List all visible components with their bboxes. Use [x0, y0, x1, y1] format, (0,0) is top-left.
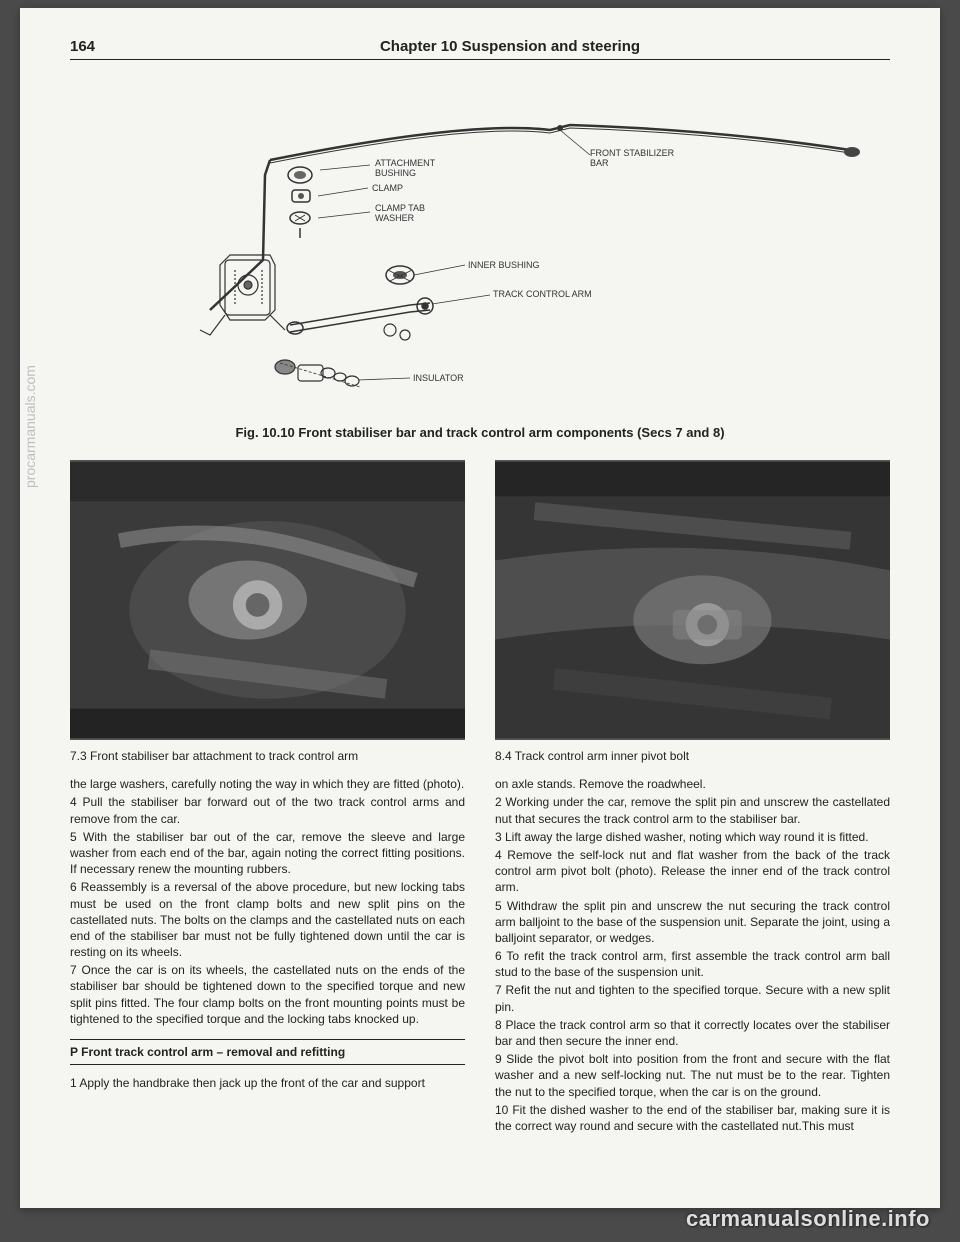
body-text: 5 Withdraw the split pin and unscrew the…: [495, 898, 890, 947]
label-attachment-bushing: ATTACHMENTBUSHING: [375, 158, 435, 178]
label-front-stabilizer-bar: FRONT STABILIZERBAR: [590, 148, 674, 168]
page-container: 164 Chapter 10 Suspension and steering: [20, 8, 940, 1208]
body-text: 7 Once the car is on its wheels, the cas…: [70, 962, 465, 1027]
body-text: 7 Refit the nut and tighten to the speci…: [495, 982, 890, 1014]
side-watermark: procarmanuals.com: [22, 365, 38, 488]
page-header: 164 Chapter 10 Suspension and steering: [70, 38, 890, 60]
body-text: the large washers, carefully noting the …: [70, 776, 465, 792]
photo-caption-left: 7.3 Front stabiliser bar attachment to t…: [70, 748, 465, 764]
body-text: 3 Lift away the large dished washer, not…: [495, 829, 890, 845]
technical-diagram: ATTACHMENTBUSHING CLAMP CLAMP TABWASHER …: [70, 80, 890, 410]
body-text: on axle stands. Remove the roadwheel.: [495, 776, 890, 792]
watermark: carmanualsonline.info: [686, 1206, 930, 1232]
photo-caption-right: 8.4 Track control arm inner pivot bolt: [495, 748, 890, 764]
label-clamp: CLAMP: [372, 183, 403, 193]
page-number: 164: [70, 38, 130, 55]
photo-8-4: [495, 460, 890, 740]
body-text: 1 Apply the handbrake then jack up the f…: [70, 1075, 465, 1091]
body-text: 5 With the stabiliser bar out of the car…: [70, 829, 465, 878]
body-text: 4 Remove the self-lock nut and flat wash…: [495, 847, 890, 896]
body-text: 2 Working under the car, remove the spli…: [495, 794, 890, 826]
figure-caption: Fig. 10.10 Front stabiliser bar and trac…: [70, 425, 890, 440]
photo-7-3: [70, 460, 465, 740]
body-text: 6 Reassembly is a reversal of the above …: [70, 879, 465, 960]
left-column: 7.3 Front stabiliser bar attachment to t…: [70, 460, 465, 1136]
label-clamp-tab-washer: CLAMP TABWASHER: [375, 203, 425, 223]
body-text: 10 Fit the dished washer to the end of t…: [495, 1102, 890, 1134]
body-text: 6 To refit the track control arm, first …: [495, 948, 890, 980]
right-column: 8.4 Track control arm inner pivot bolt o…: [495, 460, 890, 1136]
label-insulator: INSULATOR: [413, 373, 464, 383]
chapter-title: Chapter 10 Suspension and steering: [130, 38, 890, 55]
section-header: P Front track control arm – removal and …: [70, 1039, 465, 1065]
two-column-layout: 7.3 Front stabiliser bar attachment to t…: [70, 460, 890, 1136]
label-track-control-arm: TRACK CONTROL ARM: [493, 289, 592, 299]
body-text: 9 Slide the pivot bolt into position fro…: [495, 1051, 890, 1100]
body-text: 4 Pull the stabiliser bar forward out of…: [70, 794, 465, 826]
body-text: 8 Place the track control arm so that it…: [495, 1017, 890, 1049]
label-inner-bushing: INNER BUSHING: [468, 260, 540, 270]
